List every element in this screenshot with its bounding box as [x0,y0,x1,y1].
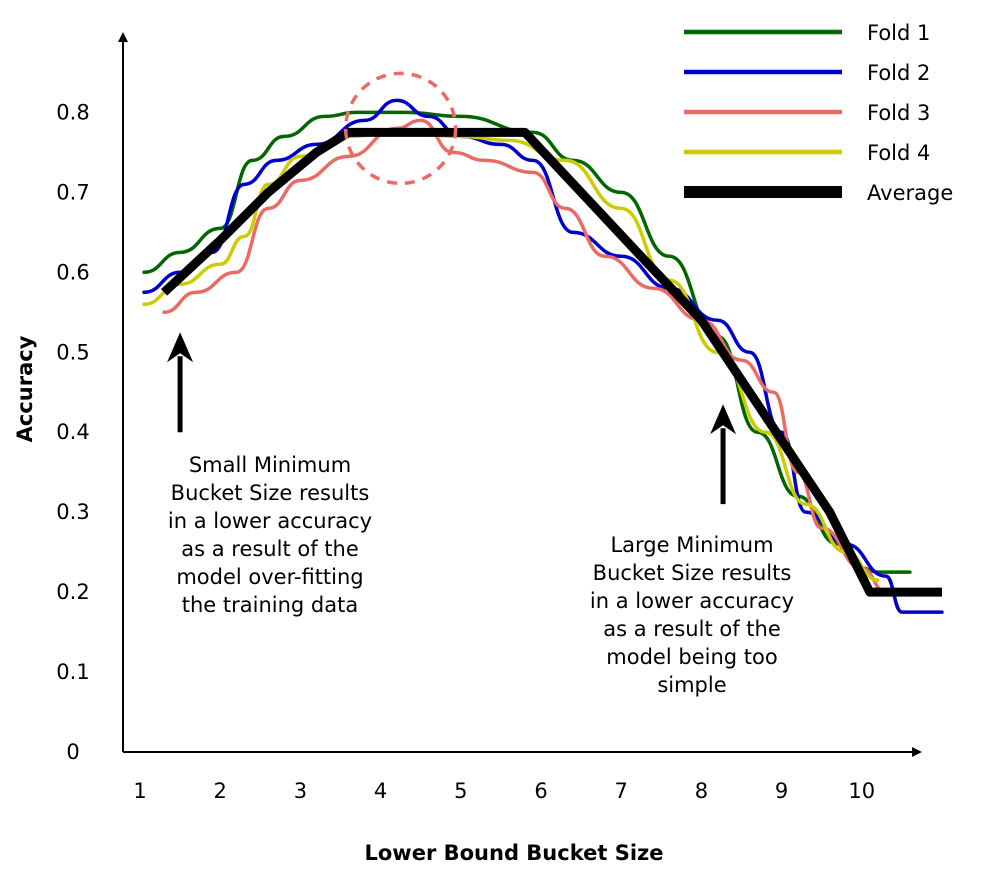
annotation-text-line: model over-fitting [176,565,363,589]
y-tick-label: 0.8 [56,100,89,124]
legend: Fold 1 Fold 2 Fold 3 Fold 4 Average [684,21,953,205]
annotation-text-line: as a result of the [181,537,359,561]
legend-label: Average [867,181,953,205]
x-tick-label: 5 [454,779,467,803]
x-tick-label: 6 [534,779,547,803]
annotation-text-line: Bucket Size results [593,561,792,585]
y-axis-title: Accuracy [13,335,37,442]
annotation-text-line: the training data [182,593,358,617]
annotation-text-line: Small Minimum [189,453,351,477]
y-tick-label: 0.5 [56,340,89,364]
y-tick-label: 0.7 [56,180,89,204]
y-tick-label: 0 [66,740,79,764]
legend-label: Fold 4 [867,141,930,165]
annotation-arrow-head [710,404,737,435]
legend-label: Fold 2 [867,61,930,85]
legend-label: Fold 3 [867,101,930,125]
annotation-text-line: in a lower accuracy [590,589,794,613]
series-lines [142,98,944,614]
x-tick-label: 10 [848,779,875,803]
x-tick-label: 9 [775,779,788,803]
annotation-text-line: in a lower accuracy [168,509,372,533]
y-tick-label: 0.3 [56,500,89,524]
y-tick-labels: 0 0.1 0.2 0.3 0.4 0.5 0.6 0.7 0.8 [56,100,89,764]
x-tick-label: 7 [615,779,628,803]
y-tick-label: 0.2 [56,580,89,604]
y-tick-label: 0.4 [56,420,89,444]
x-tick-label: 8 [695,779,708,803]
annotation-text-line: Large Minimum [610,533,773,557]
highlight-dashed-circle [343,71,458,186]
highlight-layer [343,71,458,186]
y-tick-label: 0.6 [56,260,89,284]
x-tick-labels: 1 2 3 4 5 6 7 8 9 10 [133,779,875,803]
annotations: Small Minimum Bucket Size results in a low… [167,332,794,697]
x-tick-label: 2 [214,779,227,803]
x-axis-title: Lower Bound Bucket Size [365,841,664,865]
x-tick-label: 3 [294,779,307,803]
legend-label: Fold 1 [867,21,930,45]
annotation-text-line: model being too [606,645,777,669]
annotation-text-line: Bucket Size results [171,481,370,505]
x-tick-label: 4 [374,779,387,803]
series-line-fold-4 [142,130,880,582]
series-line-average [161,127,942,597]
x-tick-label: 1 [133,779,146,803]
annotation-arrow-head [167,332,194,363]
annotation-text-line: simple [657,673,726,697]
annotation-text-line: as a result of the [603,617,781,641]
y-tick-label: 0.1 [56,660,89,684]
